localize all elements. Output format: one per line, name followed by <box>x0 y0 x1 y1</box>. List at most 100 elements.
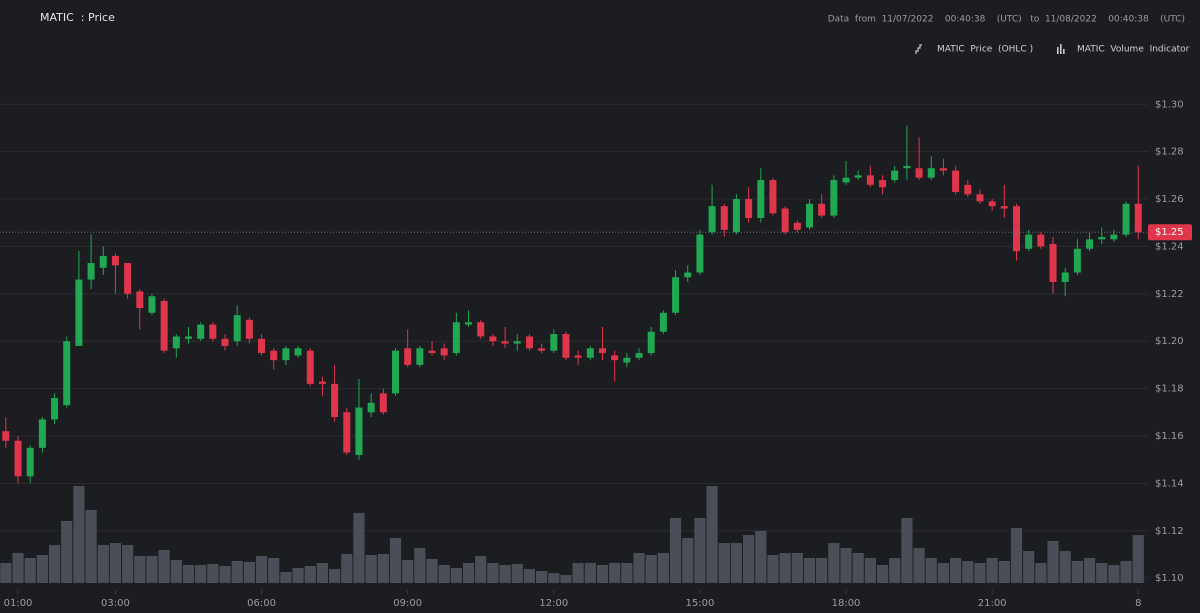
candle-body <box>781 208 789 233</box>
candle-body <box>355 407 363 455</box>
candle-body <box>465 322 473 325</box>
y-tick-label: $1.14 <box>1155 478 1184 489</box>
volume-bar <box>499 565 511 583</box>
volume-bar <box>426 559 438 583</box>
volume-bar <box>791 553 803 583</box>
candle-body <box>939 168 947 171</box>
candle-body <box>306 350 314 384</box>
candle-body <box>1049 244 1057 282</box>
y-tick-label: $1.28 <box>1155 147 1184 158</box>
candle-body <box>489 336 497 342</box>
volume-bar <box>414 548 426 583</box>
volume-bar <box>341 554 353 583</box>
candle-body <box>124 263 132 294</box>
volume-bar <box>134 556 146 583</box>
candle-body <box>1012 206 1020 252</box>
volume-bar <box>645 555 657 583</box>
range-note: Data from 11/07/2022 00:40:38 (UTC) to 1… <box>828 15 1185 25</box>
volume-bar <box>24 558 36 583</box>
x-tick-label: 8 <box>1135 598 1141 609</box>
volume-bar <box>462 563 475 583</box>
price-label: $1.25 <box>1155 227 1184 238</box>
price-label-box <box>1148 224 1192 241</box>
candle-body <box>1061 272 1069 282</box>
x-tick-label: 03:00 <box>101 598 130 609</box>
candle-body <box>87 263 95 280</box>
volume-bar <box>1047 541 1059 583</box>
candle-body <box>891 170 899 181</box>
volume-bar <box>85 510 97 583</box>
candle-body <box>501 341 509 344</box>
candle-body <box>915 168 923 178</box>
volume-bar <box>61 521 73 583</box>
volume-bar <box>97 545 109 583</box>
x-tick-label: 01:00 <box>4 598 33 609</box>
volume-bar <box>572 563 584 583</box>
x-tick-label: 09:00 <box>393 598 422 609</box>
candle-body <box>818 203 826 216</box>
y-tick-label: $1.26 <box>1155 194 1184 205</box>
y-tick-label: $1.30 <box>1155 99 1184 110</box>
candle-body <box>148 296 156 313</box>
candle-body <box>854 175 862 178</box>
volume-bar <box>1023 551 1035 583</box>
legend-label: MATIC Price (OHLC ) <box>937 45 1033 55</box>
candle-body <box>160 300 168 351</box>
candle-body <box>635 353 643 358</box>
y-tick-label: $1.18 <box>1155 384 1184 395</box>
volume-bar <box>998 561 1010 583</box>
candle-body <box>428 350 436 354</box>
volume-bar <box>402 560 414 583</box>
volume-bar <box>621 563 633 583</box>
volume-bar <box>12 553 24 583</box>
y-tick-label: $1.10 <box>1155 573 1184 584</box>
volume-layer <box>0 486 1144 583</box>
candle-body <box>38 419 46 448</box>
candle-body <box>343 412 351 453</box>
volume-bar <box>889 558 901 583</box>
candle-body <box>623 357 631 363</box>
volume-bar <box>158 550 170 583</box>
x-tick-label: 12:00 <box>539 598 568 609</box>
candle-body <box>51 398 59 420</box>
candle-body <box>245 319 253 339</box>
candle-body <box>294 348 302 356</box>
candle-body <box>270 350 278 361</box>
volume-bar <box>1010 528 1023 583</box>
candle-body <box>1098 236 1106 240</box>
volume-bar <box>1132 535 1144 583</box>
volume-bar <box>316 563 329 583</box>
volume-bar <box>694 518 706 583</box>
volume-bar <box>730 543 743 583</box>
volume-bar <box>536 571 548 583</box>
candle-body <box>172 336 180 349</box>
candle-body <box>598 348 606 354</box>
volume-bar <box>231 561 243 583</box>
volume-bar <box>1059 551 1071 583</box>
candle-body <box>562 334 570 358</box>
candle-body <box>708 206 716 233</box>
volume-bar <box>669 518 682 583</box>
candle-body <box>209 324 217 339</box>
candle-body <box>647 331 655 354</box>
volume-bar <box>36 555 48 583</box>
volume-bar <box>1120 561 1132 583</box>
volume-bar <box>986 558 998 583</box>
volume-bar <box>596 565 609 583</box>
volume-bar <box>743 535 755 583</box>
candle-body <box>538 348 546 351</box>
volume-bar <box>353 513 365 583</box>
volume-bar <box>1108 565 1120 583</box>
legend-icon-volume <box>1057 44 1065 54</box>
volume-bar <box>268 558 280 583</box>
candle-body <box>440 348 448 356</box>
candle-body <box>513 341 521 344</box>
volume-bar <box>146 556 158 583</box>
volume-bar <box>840 548 852 583</box>
candle-body <box>964 184 972 195</box>
candle-body <box>379 393 387 413</box>
candle-body <box>550 334 558 351</box>
candle-body <box>99 255 107 268</box>
volume-bar <box>560 575 572 583</box>
volume-bar <box>73 486 85 583</box>
